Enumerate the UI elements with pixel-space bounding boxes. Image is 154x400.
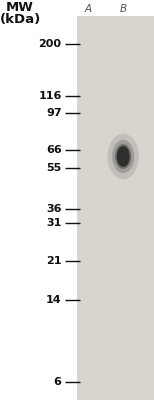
Text: 200: 200 <box>39 38 62 48</box>
Text: 66: 66 <box>46 146 62 156</box>
Text: 6: 6 <box>54 377 62 387</box>
Text: 14: 14 <box>46 295 62 305</box>
Text: 21: 21 <box>46 256 62 266</box>
Text: 116: 116 <box>38 91 62 101</box>
Text: (kDa): (kDa) <box>0 13 41 26</box>
Ellipse shape <box>112 140 134 173</box>
Text: 55: 55 <box>46 163 62 173</box>
Text: 36: 36 <box>46 204 62 214</box>
Ellipse shape <box>117 146 130 167</box>
Bar <box>77 16 154 400</box>
Text: 31: 31 <box>46 218 62 228</box>
Ellipse shape <box>107 134 139 179</box>
Text: B: B <box>120 4 127 14</box>
Text: 97: 97 <box>46 108 62 118</box>
Text: MW: MW <box>6 1 34 14</box>
Ellipse shape <box>115 144 131 169</box>
Text: A: A <box>85 4 92 14</box>
